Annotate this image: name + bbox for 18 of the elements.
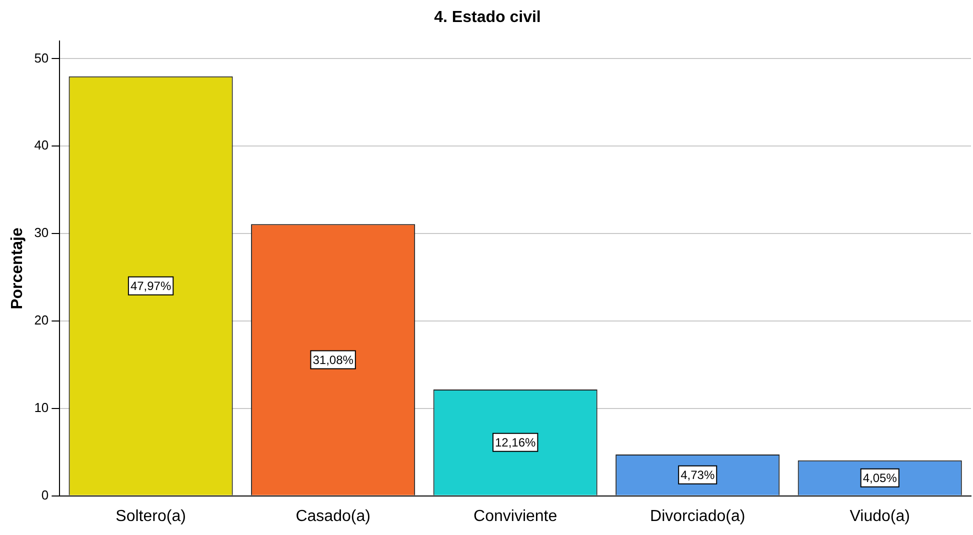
data-label: 31,08% xyxy=(312,353,354,368)
x-tick-label: Casado(a) xyxy=(296,508,370,525)
y-axis-title: Porcentaje xyxy=(9,227,26,310)
x-tick-label: Viudo(a) xyxy=(850,508,910,525)
y-tick-label: 40 xyxy=(34,138,49,153)
y-tick-label: 10 xyxy=(34,400,49,415)
data-label: 12,16% xyxy=(494,436,536,450)
y-tick-label: 0 xyxy=(41,487,49,502)
data-label: 4,73% xyxy=(680,468,715,482)
data-label: 4,05% xyxy=(862,471,898,486)
y-tick-label: 30 xyxy=(34,225,49,240)
x-tick-label: Divorciado(a) xyxy=(650,508,746,525)
y-tick-label: 50 xyxy=(34,50,49,66)
data-label: 47,97% xyxy=(130,279,172,294)
chart-title: 4. Estado civil xyxy=(434,9,541,26)
x-tick-label: Conviviente xyxy=(474,508,558,525)
y-tick-label: 20 xyxy=(34,312,49,328)
x-tick-label: Soltero(a) xyxy=(116,508,186,525)
